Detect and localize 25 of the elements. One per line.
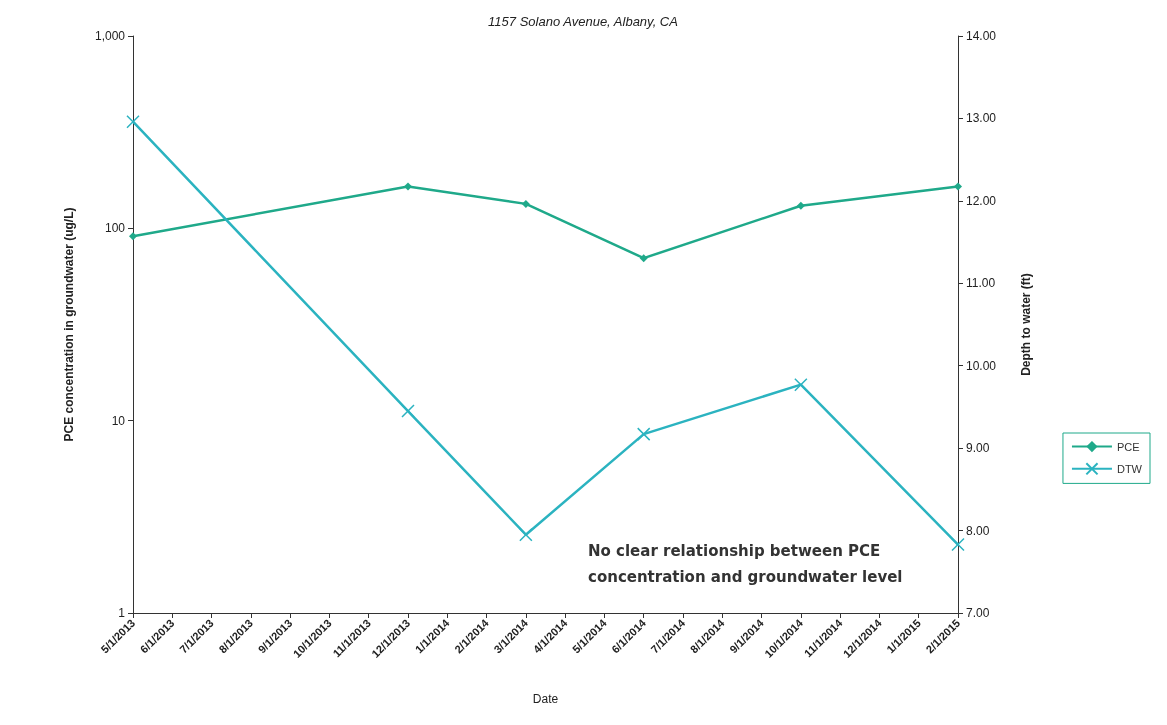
y2-tick-label: 10.00 bbox=[966, 358, 997, 373]
y-tick-label: 1,000 bbox=[94, 29, 126, 43]
legend-label: DTW bbox=[1116, 462, 1143, 475]
point bbox=[796, 201, 805, 210]
y2-tick-label: 9.00 bbox=[966, 441, 990, 456]
y-tick-label: 100 bbox=[104, 221, 126, 236]
point bbox=[521, 199, 530, 208]
chart-title: 1157 Solano Avenue, Albany, CA bbox=[488, 14, 678, 29]
y2-tick-label: 13.00 bbox=[966, 111, 997, 126]
y2-tick-label: 8.00 bbox=[966, 523, 990, 538]
point bbox=[954, 182, 962, 191]
y2-tick-label: 12.00 bbox=[966, 193, 997, 208]
y2-tick-label: 7.00 bbox=[966, 606, 990, 620]
y-tick-label: 1 bbox=[118, 606, 126, 620]
y-axis-title: PCE concentration in groundwater (ug/L) bbox=[62, 207, 76, 442]
y2-axis-title: Depth to water (ft) bbox=[1019, 273, 1033, 376]
x-axis-title: Date bbox=[532, 692, 559, 706]
y-tick-label: 10 bbox=[111, 413, 126, 428]
y2-tick-label: 11.00 bbox=[966, 276, 996, 291]
y2-tick-label: 14.00 bbox=[966, 29, 997, 43]
point bbox=[639, 254, 648, 263]
legend-label: PCE bbox=[1116, 440, 1140, 453]
point bbox=[404, 182, 412, 191]
annotation: No clear relationship between PCE concentration and groundwater level bbox=[588, 542, 903, 586]
point bbox=[129, 232, 137, 241]
